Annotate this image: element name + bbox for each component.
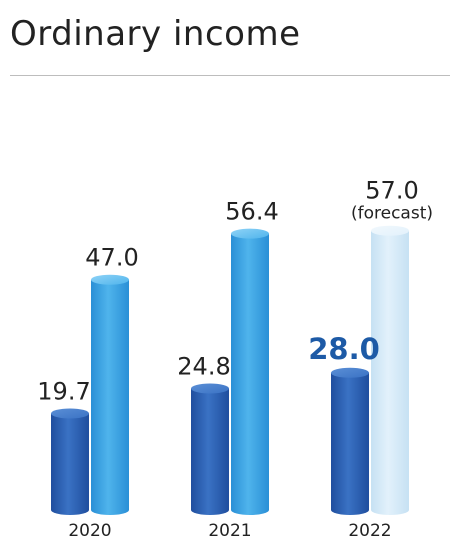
note-label-2022: (forecast) — [351, 204, 433, 224]
bar-cap — [331, 367, 369, 378]
value-label-2022-series-2: 57.0 — [365, 177, 418, 205]
bar-body — [51, 413, 89, 510]
bar-body — [331, 372, 369, 510]
bar-2020-series-1 — [51, 408, 89, 515]
bar-body — [91, 279, 129, 510]
title-divider — [10, 75, 450, 76]
bar-body — [371, 230, 409, 510]
value-label-2020-series-1: 19.7 — [37, 377, 90, 405]
bar-body — [191, 388, 229, 510]
bar-2021-series-2 — [231, 228, 269, 515]
bar-2021-series-1 — [191, 383, 229, 515]
bar-base — [231, 505, 269, 515]
bars-layer — [51, 225, 409, 515]
bar-cap — [371, 225, 409, 236]
bar-base — [191, 505, 229, 515]
bar-cap — [231, 228, 269, 239]
chart-title: Ordinary income — [10, 14, 301, 54]
bar-base — [91, 505, 129, 515]
bar-cap — [91, 274, 129, 285]
value-label-2022-series-1: 28.0 — [308, 332, 380, 366]
bar-base — [51, 505, 89, 515]
bar-base — [331, 505, 369, 515]
value-label-2021-series-2: 56.4 — [225, 198, 278, 226]
bar-body — [231, 233, 269, 510]
bar-cap — [191, 383, 229, 394]
x-tick-label: 2020 — [68, 521, 111, 541]
bar-base — [371, 505, 409, 515]
value-label-2020-series-2: 47.0 — [85, 244, 138, 272]
labels-layer: 19.7 24.8 28.0 47.0 56.4 57.0(forecast) 2020 20… — [37, 177, 433, 541]
bar-2022-series-2 — [371, 225, 409, 515]
x-tick-label: 2022 — [348, 521, 391, 541]
value-label-2021-series-1: 24.8 — [177, 352, 230, 380]
bar-2020-series-2 — [91, 274, 129, 515]
bar-2022-series-1 — [331, 367, 369, 515]
bar-cap — [51, 408, 89, 419]
x-tick-label: 2021 — [208, 521, 251, 541]
